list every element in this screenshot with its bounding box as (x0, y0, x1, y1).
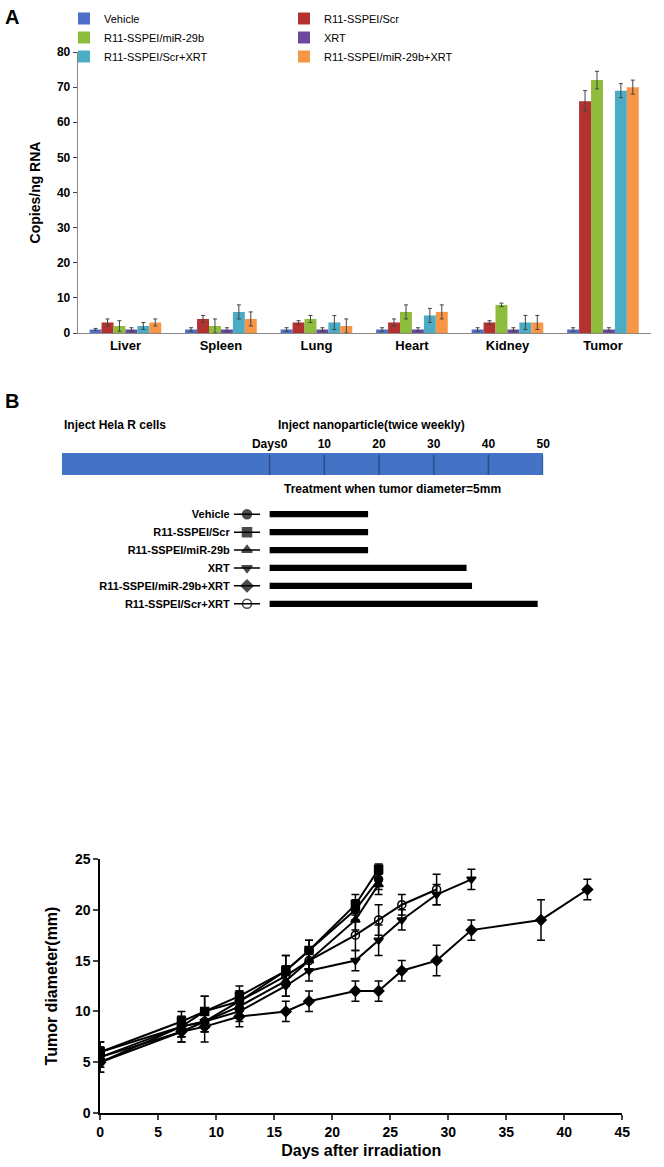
svg-text:Tumor: Tumor (583, 338, 622, 353)
svg-text:Treatment when tumor diameter=: Treatment when tumor diameter=5mm (284, 482, 501, 496)
svg-text:Kidney: Kidney (486, 338, 530, 353)
svg-text:40: 40 (482, 437, 496, 451)
svg-text:45: 45 (614, 1124, 630, 1140)
svg-text:15: 15 (266, 1124, 282, 1140)
svg-text:60: 60 (57, 115, 71, 129)
svg-text:R11-SSPEI/Scr: R11-SSPEI/Scr (324, 13, 399, 25)
svg-text:20: 20 (57, 256, 71, 270)
svg-text:R11-SSPEI/miR-29b+XRT: R11-SSPEI/miR-29b+XRT (99, 580, 230, 592)
svg-text:Spleen: Spleen (200, 338, 243, 353)
svg-text:Liver: Liver (110, 338, 141, 353)
svg-text:Inject Hela R cells: Inject Hela R cells (64, 418, 166, 432)
svg-text:30: 30 (427, 437, 441, 451)
svg-text:5: 5 (83, 1054, 91, 1070)
svg-text:20: 20 (372, 437, 386, 451)
svg-text:R11-SSPEI/miR-29b: R11-SSPEI/miR-29b (128, 544, 230, 556)
svg-text:R11-SSPEI/miR-29b+XRT: R11-SSPEI/miR-29b+XRT (324, 51, 453, 63)
svg-text:30: 30 (440, 1124, 456, 1140)
svg-text:R11-SSPEI/Scr+XRT: R11-SSPEI/Scr+XRT (125, 598, 230, 610)
svg-text:Vehicle: Vehicle (104, 13, 139, 25)
svg-text:R11-SSPEI/miR-29b: R11-SSPEI/miR-29b (104, 32, 204, 44)
svg-text:25: 25 (382, 1124, 398, 1140)
svg-text:10: 10 (75, 1003, 91, 1019)
svg-text:50: 50 (536, 437, 550, 451)
svg-text:5: 5 (154, 1124, 162, 1140)
svg-text:20: 20 (324, 1124, 340, 1140)
svg-text:XRT: XRT (324, 32, 346, 44)
svg-text:Lung: Lung (301, 338, 333, 353)
svg-text:R11-SSPEI/Scr: R11-SSPEI/Scr (153, 526, 230, 538)
svg-text:40: 40 (57, 186, 71, 200)
svg-text:80: 80 (57, 45, 71, 59)
svg-text:Inject nanoparticle(twice week: Inject nanoparticle(twice weekly) (278, 418, 465, 432)
svg-text:10: 10 (208, 1124, 224, 1140)
svg-text:Vehicle: Vehicle (192, 508, 230, 520)
svg-text:Days after irradiation: Days after irradiation (281, 1142, 441, 1159)
svg-text:Heart: Heart (395, 338, 429, 353)
svg-text:30: 30 (57, 221, 71, 235)
svg-text:0: 0 (83, 1105, 91, 1121)
svg-text:40: 40 (556, 1124, 572, 1140)
svg-text:25: 25 (75, 851, 91, 867)
svg-text:35: 35 (498, 1124, 514, 1140)
svg-text:50: 50 (57, 151, 71, 165)
svg-text:15: 15 (75, 953, 91, 969)
svg-text:0: 0 (64, 326, 71, 340)
svg-text:Copies/ng RNA: Copies/ng RNA (27, 142, 43, 244)
svg-text:10: 10 (57, 291, 71, 305)
svg-text:Tumor diameter(mm): Tumor diameter(mm) (43, 907, 60, 1066)
svg-text:A: A (5, 6, 19, 28)
svg-text:XRT: XRT (208, 562, 230, 574)
svg-text:70: 70 (57, 80, 71, 94)
svg-text:B: B (5, 390, 19, 412)
svg-text:0: 0 (96, 1124, 104, 1140)
svg-text:Days0: Days0 (252, 437, 288, 451)
svg-text:20: 20 (75, 902, 91, 918)
svg-text:10: 10 (318, 437, 332, 451)
svg-text:R11-SSPEI/Scr+XRT: R11-SSPEI/Scr+XRT (104, 51, 207, 63)
